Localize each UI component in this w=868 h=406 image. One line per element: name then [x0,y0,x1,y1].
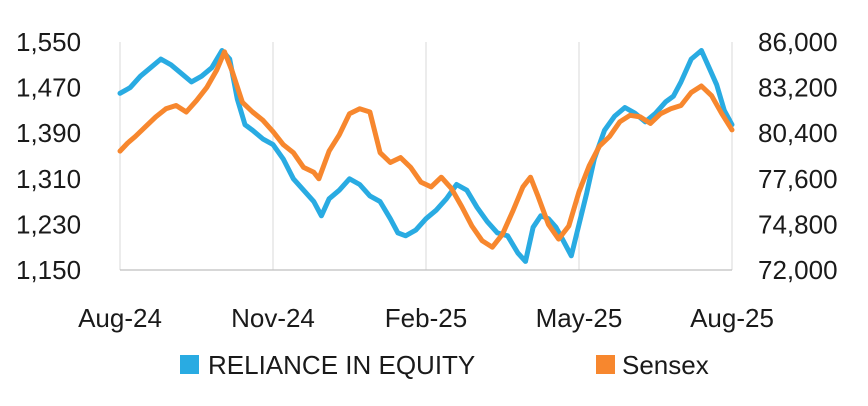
y-left-tick-label: 1,390 [16,118,81,148]
legend: RELIANCE IN EQUITY Sensex [180,350,709,380]
x-tick-label: Aug-25 [690,303,774,333]
tick-labels: Aug-24 Nov-24 Feb-25 May-25 Aug-25 1,150 1,230… [16,27,838,333]
y-right-tick-label: 80,400 [758,118,838,148]
y-right-tick-label: 83,200 [758,73,838,103]
y-left-tick-label: 1,470 [16,73,81,103]
legend-label: Sensex [622,350,709,380]
y-right-tick-label: 72,000 [758,255,838,285]
x-tick-label: May-25 [536,303,623,333]
y-left-tick-label: 1,310 [16,164,81,194]
y-right-tick-label: 74,800 [758,209,838,239]
y-left-tick-label: 1,550 [16,27,81,57]
legend-label: RELIANCE IN EQUITY [208,350,475,380]
y-left-tick-label: 1,150 [16,255,81,285]
y-left-tick-label: 1,230 [16,209,81,239]
y-right-tick-label: 86,000 [758,27,838,57]
series-line-sensex [117,49,735,250]
x-tick-label: Nov-24 [231,303,315,333]
x-tick-label: Feb-25 [385,303,467,333]
legend-swatch [180,355,199,374]
y-right-tick-label: 77,600 [758,164,838,194]
legend-swatch [596,355,615,374]
x-tick-label: Aug-24 [78,303,162,333]
series-lines [117,48,735,264]
